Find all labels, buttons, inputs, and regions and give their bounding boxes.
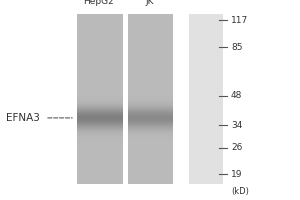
Text: EFNA3: EFNA3 — [6, 113, 40, 123]
Text: 26: 26 — [231, 143, 242, 152]
Text: 117: 117 — [231, 16, 248, 25]
Text: (kD): (kD) — [231, 187, 249, 196]
Text: HepG2: HepG2 — [84, 0, 114, 6]
Text: JK: JK — [146, 0, 154, 6]
Text: 34: 34 — [231, 121, 242, 130]
Text: 85: 85 — [231, 43, 242, 52]
Text: 48: 48 — [231, 91, 242, 100]
Text: 19: 19 — [231, 170, 242, 179]
